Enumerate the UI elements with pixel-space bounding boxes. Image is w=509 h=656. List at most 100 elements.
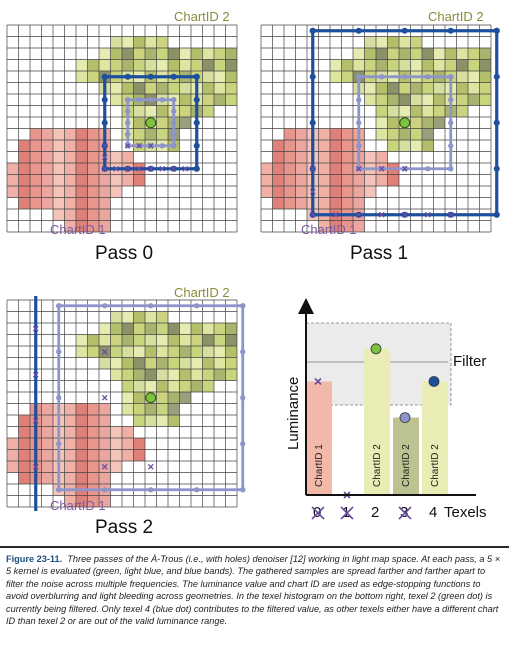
lightmap-texel	[410, 128, 422, 140]
lightmap-texel	[468, 71, 480, 83]
lightmap-texel	[87, 415, 99, 427]
lightmap-texel	[122, 357, 134, 369]
light-blue-kernel-sample	[240, 349, 246, 355]
lightmap-texel	[110, 94, 122, 106]
lightmap-texel	[179, 392, 191, 404]
lightmap-texel	[364, 151, 376, 163]
lightmap-texel	[191, 334, 203, 346]
lightmap-texel	[122, 369, 134, 381]
lightmap-texel	[456, 82, 468, 94]
lightmap-texel	[76, 461, 88, 473]
blue-kernel-sample	[101, 96, 108, 103]
lightmap-texel	[64, 151, 76, 163]
lightmap-texel	[202, 357, 214, 369]
lightmap-texel	[122, 380, 134, 392]
light-blue-kernel-sample	[240, 441, 246, 447]
lightmap-texel	[76, 403, 88, 415]
rejected-sample-icon	[147, 165, 154, 172]
lightmap-texel	[225, 346, 237, 358]
lightmap-texel	[330, 128, 342, 140]
texel-3-dot-icon	[399, 412, 411, 424]
lightmap-texel	[433, 48, 445, 60]
lightmap-texel	[156, 334, 168, 346]
lightmap-texel	[99, 59, 111, 71]
lightmap-texel	[433, 94, 445, 106]
lightmap-texel	[145, 334, 157, 346]
texel-3-chart-label: ChartID 2	[401, 444, 412, 487]
blue-kernel-sample	[309, 73, 316, 80]
lightmap-texel	[53, 186, 65, 198]
light-blue-kernel-sample	[448, 120, 454, 126]
lightmap-texel	[468, 48, 480, 60]
lightmap-texel	[318, 151, 330, 163]
lightmap-texel	[202, 369, 214, 381]
light-blue-kernel-sample	[448, 74, 454, 80]
lightmap-texel	[133, 117, 145, 129]
lightmap-texel	[99, 197, 111, 209]
lightmap-texel	[179, 105, 191, 117]
lightmap-texel	[87, 472, 99, 484]
lightmap-texel	[110, 82, 122, 94]
lightmap-texel	[110, 438, 122, 450]
lightmap-texel	[168, 403, 180, 415]
lightmap-texel	[64, 495, 76, 507]
lightmap-texel	[364, 174, 376, 186]
light-blue-kernel-sample	[171, 120, 177, 126]
lightmap-texel	[156, 59, 168, 71]
lightmap-texel	[76, 220, 88, 232]
blue-kernel-sample	[309, 27, 316, 34]
lightmap-texel	[76, 59, 88, 71]
rejected-sample-icon	[32, 371, 39, 378]
texel-2-dot-icon	[370, 343, 382, 355]
lightmap-texel	[64, 449, 76, 461]
rejected-sample-icon	[32, 463, 39, 470]
blue-kernel-sample	[193, 96, 200, 103]
lightmap-texel	[64, 186, 76, 198]
lightmap-texel	[202, 346, 214, 358]
lightmap-texel	[41, 140, 53, 152]
light-blue-kernel-sample	[102, 303, 108, 309]
lightmap-texel	[64, 197, 76, 209]
lightmap-texel	[53, 209, 65, 221]
light-blue-kernel-sample	[125, 120, 131, 126]
light-blue-kernel-sample	[148, 303, 154, 309]
lightmap-texel	[376, 117, 388, 129]
texels-axis-label: Texels	[444, 504, 487, 521]
rejected-sample-icon	[355, 165, 362, 172]
lightmap-texel	[456, 59, 468, 71]
lightmap-texel	[18, 174, 30, 186]
lightmap-texel	[110, 334, 122, 346]
rejected-sample-icon	[182, 165, 189, 172]
lightmap-texel	[41, 197, 53, 209]
lightmap-texel	[341, 186, 353, 198]
lightmap-texel	[110, 36, 122, 48]
lightmap-texel	[18, 415, 30, 427]
lightmap-texel	[364, 36, 376, 48]
lightmap-texel	[179, 323, 191, 335]
lightmap-texel	[99, 438, 111, 450]
light-blue-kernel-sample	[448, 143, 454, 149]
rejected-sample-icon	[136, 142, 143, 149]
lightmap-texel	[295, 186, 307, 198]
lightmap-texel	[422, 94, 434, 106]
lightmap-texel	[422, 48, 434, 60]
lightmap-texel	[179, 94, 191, 106]
lightmap-texel	[41, 415, 53, 427]
lightmap-texel	[41, 128, 53, 140]
lightmap-texel	[53, 128, 65, 140]
lightmap-texel	[41, 438, 53, 450]
lightmap-texel	[110, 461, 122, 473]
lightmap-texel	[376, 174, 388, 186]
lightmap-texel	[387, 94, 399, 106]
lightmap-texel	[376, 94, 388, 106]
lightmap-texel	[387, 36, 399, 48]
lightmap-texel	[387, 105, 399, 117]
lightmap-texel	[18, 197, 30, 209]
lightmap-texel	[330, 197, 342, 209]
lightmap-texel	[7, 461, 19, 473]
blue-kernel-sample	[493, 119, 500, 126]
lightmap-texel	[87, 140, 99, 152]
lightmap-texel	[191, 59, 203, 71]
lightmap-texel	[64, 209, 76, 221]
lightmap-texel	[179, 357, 191, 369]
